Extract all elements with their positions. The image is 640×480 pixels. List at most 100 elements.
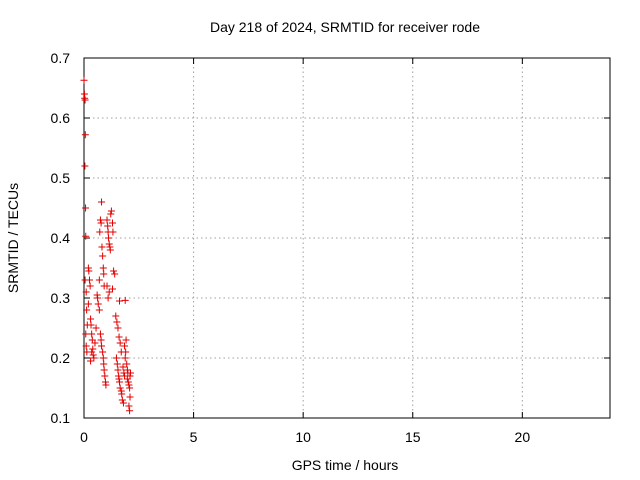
- data-point: [116, 339, 124, 347]
- data-point: [103, 282, 111, 290]
- data-point: [98, 342, 106, 350]
- data-point: [100, 360, 108, 368]
- data-point: [85, 267, 93, 275]
- data-point: [99, 354, 107, 362]
- data-point: [102, 381, 110, 389]
- data-point: [96, 216, 104, 224]
- data-point: [94, 300, 102, 308]
- data-point: [122, 348, 130, 356]
- data-point: [126, 393, 134, 401]
- data-point: [126, 407, 134, 415]
- data-point: [88, 348, 96, 356]
- data-point: [98, 198, 106, 206]
- data-point: [101, 372, 109, 380]
- data-point: [105, 240, 113, 248]
- data-point: [105, 234, 113, 242]
- data-points: [80, 76, 134, 415]
- data-point: [91, 339, 99, 347]
- data-point: [80, 76, 88, 84]
- plot-frame: [83, 57, 611, 419]
- data-point: [82, 342, 90, 350]
- data-point: [92, 324, 100, 332]
- data-point: [87, 357, 95, 365]
- data-point: [87, 321, 95, 329]
- data-point: [99, 252, 107, 260]
- data-point: [88, 330, 96, 338]
- data-point: [126, 369, 134, 377]
- data-point: [124, 378, 132, 386]
- x-tick-label: 15: [405, 429, 421, 445]
- data-point: [116, 384, 124, 392]
- data-point: [126, 384, 134, 392]
- data-point: [90, 354, 98, 362]
- x-axis-label: GPS time / hours: [292, 457, 399, 473]
- y-tick-label: 0.2: [51, 350, 71, 366]
- grid-layer: [84, 58, 610, 418]
- data-point: [119, 363, 127, 371]
- data-point: [108, 219, 116, 227]
- data-point: [107, 210, 115, 218]
- data-point: [119, 399, 127, 407]
- data-point: [116, 297, 124, 305]
- x-tick-label: 5: [190, 429, 198, 445]
- data-point: [121, 342, 129, 350]
- data-point: [82, 204, 90, 212]
- data-point: [115, 333, 123, 341]
- data-point: [121, 354, 129, 362]
- data-point: [114, 324, 122, 332]
- x-tick-label: 20: [515, 429, 531, 445]
- data-point: [95, 306, 103, 314]
- data-point: [100, 366, 108, 374]
- data-point: [109, 228, 117, 236]
- y-tick-label: 0.1: [51, 410, 71, 426]
- data-point: [81, 96, 89, 104]
- data-point: [86, 282, 94, 290]
- data-point: [125, 402, 133, 410]
- data-point: [122, 336, 130, 344]
- data-point: [106, 246, 114, 254]
- data-point: [99, 348, 107, 356]
- data-point: [96, 330, 104, 338]
- data-point: [82, 232, 90, 240]
- data-point: [103, 216, 111, 224]
- data-point: [84, 300, 92, 308]
- data-point: [110, 267, 118, 275]
- data-point: [118, 390, 126, 398]
- y-axis-label: SRMTID / TECUs: [5, 183, 21, 293]
- data-point: [100, 270, 108, 278]
- x-tick-label: 0: [80, 429, 88, 445]
- data-point: [112, 354, 120, 362]
- data-point: [97, 219, 105, 227]
- data-point: [82, 330, 90, 338]
- data-point: [89, 345, 97, 353]
- data-point: [96, 228, 104, 236]
- data-point: [107, 207, 115, 215]
- data-point: [112, 312, 120, 320]
- data-point: [113, 318, 121, 326]
- data-point: [125, 381, 133, 389]
- data-point: [82, 288, 90, 296]
- y-tick-label: 0.4: [51, 230, 71, 246]
- data-point: [98, 243, 106, 251]
- data-point: [99, 264, 107, 272]
- y-tick-label: 0.3: [51, 290, 71, 306]
- data-point: [114, 366, 122, 374]
- y-tick-label: 0.6: [51, 110, 71, 126]
- data-point: [94, 294, 102, 302]
- tick-layer: 0 5 10 15 20 0.1 0.2 0.3 0.4 0.5 0.6 0.7: [51, 50, 610, 445]
- data-point: [104, 294, 112, 302]
- data-point: [123, 360, 131, 368]
- data-point: [85, 276, 93, 284]
- y-tick-label: 0.7: [51, 50, 71, 66]
- data-point: [83, 306, 91, 314]
- chart-title: Day 218 of 2024, SRMTID for receiver rod…: [210, 19, 480, 35]
- data-point: [121, 296, 129, 304]
- y-tick-label: 0.5: [51, 170, 71, 186]
- data-point: [81, 162, 89, 170]
- data-point: [111, 270, 119, 278]
- data-point: [104, 222, 112, 230]
- data-point: [81, 131, 89, 139]
- data-point: [89, 351, 97, 359]
- data-point: [97, 336, 105, 344]
